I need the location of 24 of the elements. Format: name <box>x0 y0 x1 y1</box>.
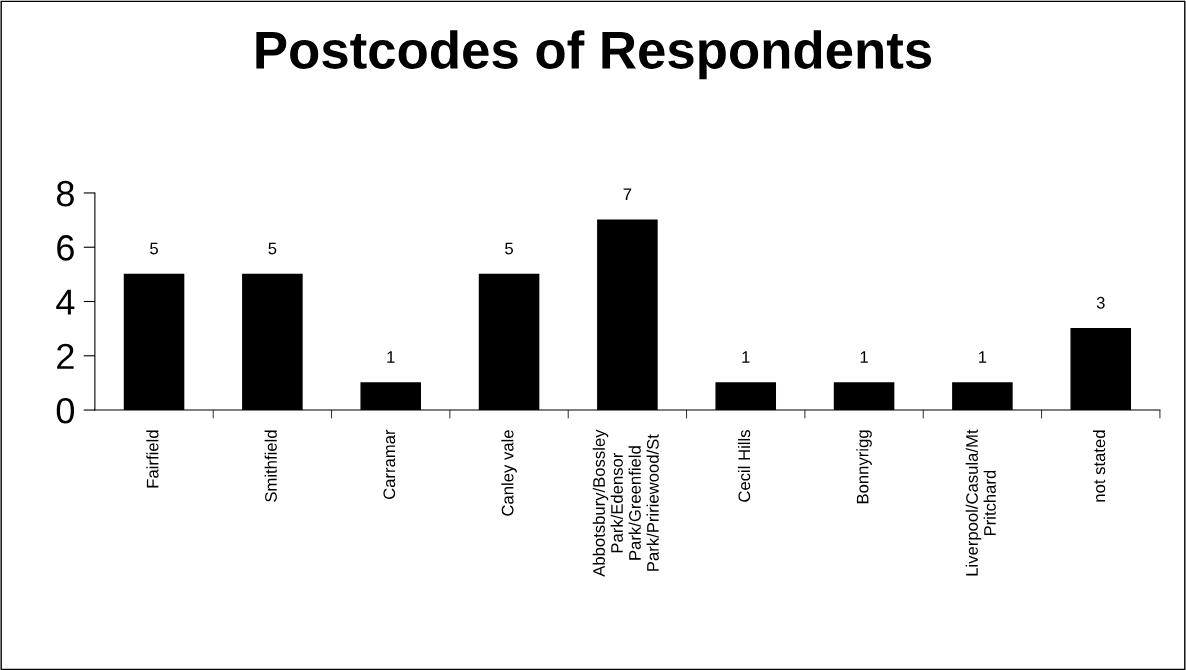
y-tick-label: 2 <box>57 343 74 369</box>
chart-title: Postcodes of Respondents <box>256 30 932 80</box>
x-tick-label: Smithfield <box>264 430 277 502</box>
y-tick-label: 6 <box>57 235 74 261</box>
y-tick-label: 4 <box>56 289 75 315</box>
x-tick-label: Canley vale <box>501 430 517 516</box>
x-tick-label: not stated <box>1092 430 1106 502</box>
data-label: 3 <box>1096 296 1105 309</box>
y-tick-label: 8 <box>56 180 74 207</box>
x-tick-label: Liverpool/Casula/Mt Pritchard <box>965 429 996 576</box>
x-tick-label: Carramar <box>383 429 396 500</box>
x-tick-label: Fairfield <box>146 430 159 488</box>
data-label: 5 <box>150 242 158 255</box>
y-tick-label: 0 <box>56 397 75 424</box>
x-tick-label: Cecil Hills <box>737 430 751 502</box>
data-label: 1 <box>387 351 395 363</box>
data-label: 1 <box>860 351 868 363</box>
data-label: 5 <box>505 242 513 255</box>
x-tick-label: Bonnyrigg <box>856 430 872 504</box>
data-label: 7 <box>623 188 632 200</box>
data-label: 5 <box>268 242 277 255</box>
data-label: 1 <box>742 351 750 363</box>
data-label: 1 <box>979 351 987 363</box>
x-tick-label: Abbotsbury/Bossley Park/Edensor Park/Greenfield Park/Pririewood/St <box>592 429 659 577</box>
